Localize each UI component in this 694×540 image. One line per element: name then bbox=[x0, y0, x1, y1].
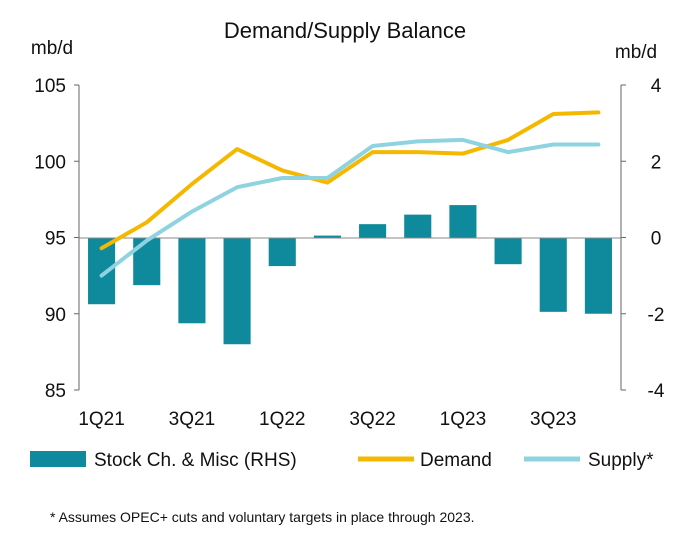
stock-change-bar-1Q23 bbox=[449, 205, 477, 238]
x-axis-tick-labels: 1Q21 3Q21 1Q22 3Q22 1Q23 3Q23 bbox=[78, 409, 576, 430]
footnote: * Assumes OPEC+ cuts and voluntary targe… bbox=[50, 509, 475, 525]
supply-line bbox=[99, 137, 601, 278]
left-tick-label: 85 bbox=[45, 381, 66, 402]
left-tick-label: 105 bbox=[34, 76, 66, 97]
left-axis-ticks: 105 100 95 90 85 bbox=[34, 76, 79, 402]
demand-supply-lines bbox=[99, 110, 601, 278]
right-axis-unit: mb/d bbox=[615, 42, 657, 63]
stock-change-bar-2Q23 bbox=[494, 237, 522, 265]
legend-label: Stock Ch. & Misc (RHS) bbox=[94, 450, 297, 471]
legend-label: Demand bbox=[420, 450, 492, 471]
stock-change-bar-4Q23 bbox=[584, 237, 612, 314]
stock-change-bar-1Q22 bbox=[268, 237, 296, 267]
right-axis-ticks: 4 2 0 -2 -4 bbox=[621, 76, 665, 402]
right-tick-label: 4 bbox=[651, 76, 662, 97]
demand-line bbox=[99, 110, 601, 251]
left-tick-label: 90 bbox=[45, 305, 66, 326]
stock-change-bar-3Q21 bbox=[178, 237, 206, 324]
x-tick-label: 1Q22 bbox=[259, 409, 305, 430]
legend: Stock Ch. & Misc (RHS) Demand Supply* bbox=[30, 450, 654, 471]
right-tick-label: 2 bbox=[651, 152, 662, 173]
right-tick-label: 0 bbox=[651, 229, 662, 250]
x-tick-label: 3Q21 bbox=[169, 409, 215, 430]
x-tick-label: 3Q23 bbox=[530, 409, 576, 430]
x-tick-label: 1Q23 bbox=[440, 409, 486, 430]
stock-change-bar-3Q22 bbox=[359, 224, 387, 238]
stock-change-bars bbox=[88, 205, 612, 345]
right-tick-label: -4 bbox=[648, 381, 665, 402]
left-tick-label: 95 bbox=[45, 229, 66, 250]
x-tick-label: 3Q22 bbox=[349, 409, 395, 430]
legend-label: Supply* bbox=[588, 450, 654, 471]
stock-change-bar-3Q23 bbox=[539, 237, 567, 312]
legend-swatch-bar bbox=[30, 451, 86, 467]
left-tick-label: 100 bbox=[34, 152, 66, 173]
stock-change-bar-2Q21 bbox=[133, 237, 161, 286]
left-axis-unit: mb/d bbox=[31, 38, 73, 59]
stock-change-bar-4Q21 bbox=[223, 237, 251, 345]
right-tick-label: -2 bbox=[648, 305, 665, 326]
chart-title: Demand/Supply Balance bbox=[224, 18, 466, 43]
stock-change-bar-4Q22 bbox=[404, 214, 432, 238]
x-tick-label: 1Q21 bbox=[78, 409, 124, 430]
stock-change-bar-2Q22 bbox=[313, 235, 341, 238]
